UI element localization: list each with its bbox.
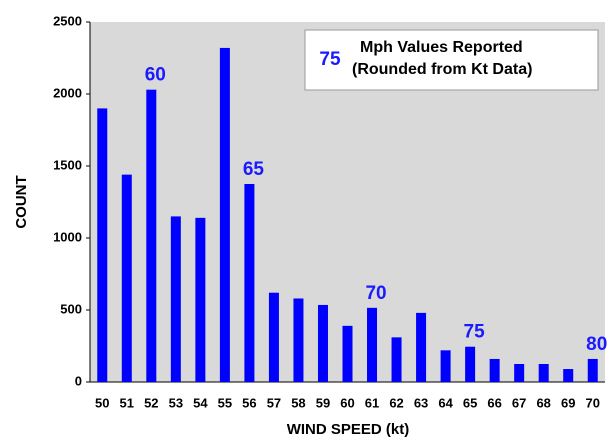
legend-box bbox=[304, 29, 599, 91]
x-tick-label: 58 bbox=[291, 395, 305, 410]
annotation: 70 bbox=[365, 283, 386, 304]
y-tick-label: 2500 bbox=[53, 13, 82, 28]
bar bbox=[195, 217, 206, 382]
bar bbox=[121, 174, 132, 382]
bar bbox=[219, 47, 230, 383]
legend-text: (Rounded from Kt Data) bbox=[352, 61, 532, 78]
x-axis-title: WIND SPEED (kt) bbox=[287, 421, 410, 438]
x-tick-label: 60 bbox=[340, 395, 354, 410]
x-tick-label: 61 bbox=[365, 395, 379, 410]
x-tick-label: 63 bbox=[414, 395, 428, 410]
annotation: 80 bbox=[586, 334, 607, 355]
x-tick-label: 57 bbox=[267, 395, 281, 410]
bar bbox=[244, 184, 255, 382]
bar bbox=[146, 89, 157, 383]
x-tick-label: 54 bbox=[193, 395, 208, 410]
y-tick-label: 500 bbox=[60, 301, 82, 316]
bar bbox=[367, 307, 378, 382]
x-tick-label: 53 bbox=[169, 395, 183, 410]
x-tick-label: 66 bbox=[487, 395, 501, 410]
x-tick-label: 62 bbox=[389, 395, 403, 410]
y-axis-title: COUNT bbox=[13, 175, 30, 228]
annotation: 65 bbox=[243, 159, 265, 180]
bar bbox=[440, 350, 451, 382]
x-tick-label: 50 bbox=[95, 395, 109, 410]
x-tick-label: 56 bbox=[242, 395, 256, 410]
annotation: 60 bbox=[145, 65, 166, 86]
bar bbox=[514, 364, 525, 382]
bar bbox=[342, 325, 353, 382]
x-tick-label: 52 bbox=[144, 395, 158, 410]
x-tick-label: 68 bbox=[536, 395, 550, 410]
bar bbox=[170, 216, 181, 382]
x-tick-label: 59 bbox=[316, 395, 330, 410]
bar bbox=[563, 369, 574, 382]
x-tick-label: 69 bbox=[561, 395, 575, 410]
bar bbox=[465, 346, 476, 382]
legend-marker: 75 bbox=[319, 49, 341, 70]
bar bbox=[489, 358, 500, 382]
x-tick-label: 65 bbox=[463, 395, 477, 410]
bar bbox=[416, 312, 427, 382]
bar bbox=[538, 364, 549, 382]
x-tick-label: 64 bbox=[438, 395, 453, 410]
x-tick-label: 70 bbox=[586, 395, 600, 410]
annotation: 75 bbox=[464, 322, 486, 343]
y-tick-label: 2000 bbox=[53, 85, 82, 100]
bar bbox=[293, 298, 304, 382]
legend-text: Mph Values Reported bbox=[360, 39, 523, 56]
bar bbox=[317, 304, 328, 382]
y-tick-label: 0 bbox=[75, 373, 82, 388]
x-tick-label: 51 bbox=[120, 395, 134, 410]
bar bbox=[391, 337, 402, 382]
bar bbox=[97, 108, 108, 383]
y-tick-label: 1500 bbox=[53, 157, 82, 172]
bar bbox=[268, 292, 279, 382]
y-tick-label: 1000 bbox=[53, 229, 82, 244]
x-tick-label: 55 bbox=[218, 395, 232, 410]
bar bbox=[587, 358, 598, 382]
x-tick-label: 67 bbox=[512, 395, 526, 410]
